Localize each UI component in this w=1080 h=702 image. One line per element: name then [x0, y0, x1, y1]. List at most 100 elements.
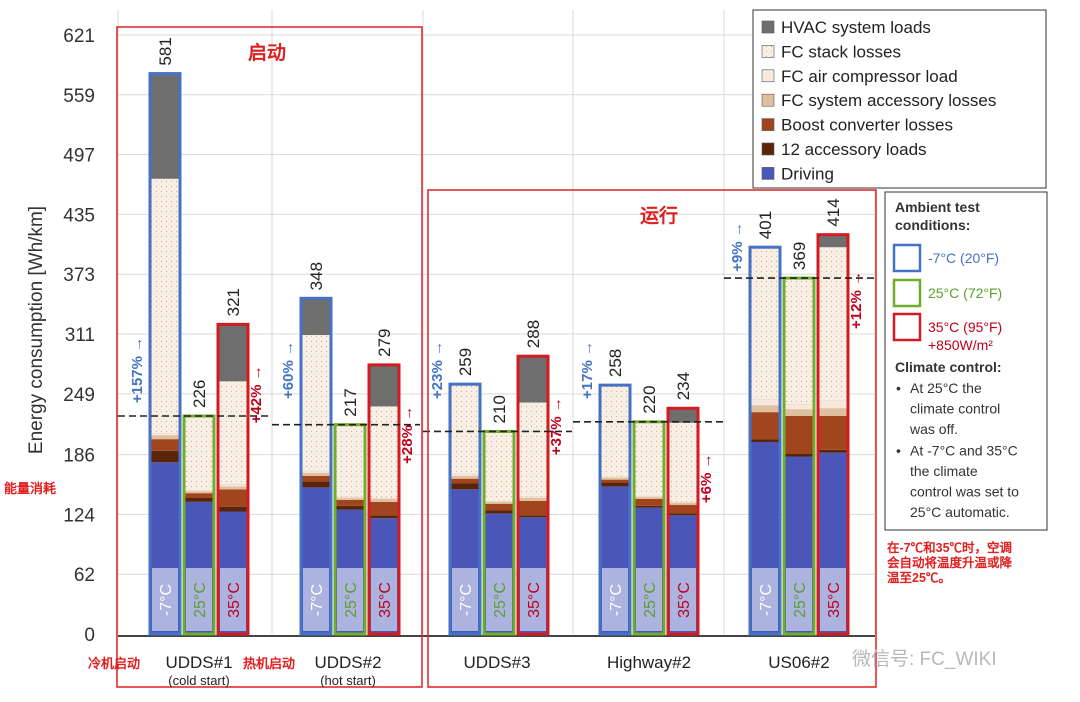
x-category-cn-label: 冷机启动	[88, 656, 140, 671]
x-category-label: UDDS#1	[165, 653, 232, 672]
bar-segment	[634, 498, 664, 506]
bar-segment	[449, 383, 481, 475]
climate-control-note: 25°C automatic.	[910, 504, 1010, 520]
bar-segment	[484, 501, 514, 504]
bullet-dot: •	[896, 443, 901, 459]
y-tick-label: 0	[84, 625, 95, 646]
bar-segment	[218, 324, 248, 382]
temp-tag-bg	[337, 568, 363, 631]
bar-segment	[369, 515, 399, 519]
bar-outline	[148, 72, 182, 636]
legend-swatch	[761, 142, 775, 156]
running-label: 运行	[640, 206, 679, 227]
percent-increase-label: +37% →	[548, 397, 565, 455]
condition-swatch	[892, 243, 922, 273]
conditions-title: conditions:	[895, 217, 970, 233]
temp-tag: -7°C	[309, 584, 326, 616]
condition-label: 25°C (72°F)	[928, 285, 1002, 301]
condition-swatch	[892, 278, 922, 308]
bar-segment	[517, 402, 549, 498]
bar-segment	[369, 364, 399, 407]
bar-segment	[600, 477, 630, 480]
bar-segment	[150, 73, 180, 179]
temp-tag: 35°C	[676, 582, 693, 618]
bar-segment	[634, 505, 664, 508]
bar-total-label: 220	[640, 385, 659, 413]
note-cn-line: 在-7℃和35℃时，空调	[887, 541, 1013, 555]
percent-increase-label: +42% →	[248, 365, 265, 423]
y-tick-label: 559	[63, 86, 95, 107]
y-tick-label: 435	[63, 205, 95, 226]
climate-control-note: climate control	[910, 401, 1000, 417]
y-tick-label: 373	[63, 265, 95, 286]
note-cn-line: 温至25℃。	[887, 571, 951, 585]
temp-tag: -7°C	[758, 584, 775, 616]
bar-total-label: 210	[490, 395, 509, 423]
legend-label: FC system accessory losses	[781, 91, 996, 110]
percent-increase-label: +17% →	[579, 341, 596, 399]
bar-segment	[667, 422, 699, 503]
bar-total-label: 401	[756, 211, 775, 239]
temp-tag-bg	[452, 568, 478, 631]
bar-total-label: 581	[156, 37, 175, 65]
temp-tag-bg	[152, 568, 178, 631]
bar-segment	[634, 497, 664, 499]
legend-swatch	[761, 167, 775, 180]
bar-total-label: 217	[341, 388, 360, 416]
y-axis-label: Energy consumption [Wh/km]	[26, 206, 47, 454]
energy-consumption-label: 能量消耗	[4, 481, 57, 496]
percent-increase-label: +28% →	[399, 406, 416, 464]
temp-tag: 25°C	[642, 582, 659, 618]
bar-segment	[483, 431, 515, 502]
bar-segment	[817, 400, 849, 409]
bar-segment	[300, 470, 332, 474]
bar-total-label: 348	[307, 262, 326, 290]
startup-label: 启动	[248, 43, 287, 64]
bar-segment	[784, 416, 814, 454]
legend-swatch	[761, 20, 775, 34]
note-cn-line: 会自动将温度升温或降	[887, 556, 1013, 570]
bar-segment	[335, 497, 365, 500]
bar-segment	[301, 472, 331, 476]
condition-label: +850W/m²	[928, 337, 993, 353]
bullet-dot: •	[896, 380, 901, 396]
bar-segment	[183, 415, 215, 491]
x-category-sublabel: (hot start)	[320, 673, 376, 688]
bar-segment	[450, 475, 480, 479]
y-tick-label: 497	[63, 146, 95, 167]
climate-control-note: At 25°C the	[910, 380, 982, 396]
climate-control-note: the climate	[910, 463, 978, 479]
percent-increase-label: +157% →	[129, 337, 146, 403]
legend-box	[752, 9, 1047, 189]
percent-increase-label: +9% →	[729, 222, 746, 272]
bar-total-label: 259	[456, 348, 475, 376]
bar-outline	[748, 245, 782, 636]
temp-tag: 25°C	[343, 582, 360, 618]
legend-label: Boost converter losses	[781, 116, 953, 135]
x-category-label: UDDS#3	[463, 653, 530, 672]
temp-tag-bg	[220, 568, 246, 631]
temp-tag: -7°C	[458, 584, 475, 616]
climate-control-note: was off.	[909, 421, 958, 437]
bar-outline	[598, 383, 632, 636]
x-category-cn-label: 热机启动	[243, 656, 295, 671]
temp-tag-bg	[602, 568, 628, 631]
bar-segment	[818, 234, 848, 248]
bar-segment	[449, 473, 481, 477]
y-tick-label: 186	[63, 446, 95, 467]
bar-segment	[368, 406, 400, 499]
bar-segment	[217, 484, 249, 487]
temp-tag: 35°C	[377, 582, 394, 618]
x-category-sublabel: (cold start)	[168, 673, 229, 688]
temp-tag: 35°C	[826, 582, 843, 618]
condition-swatch	[892, 312, 922, 342]
climate-control-note: control was set to	[910, 484, 1019, 500]
bar-segment	[750, 439, 780, 443]
temp-tag: -7°C	[158, 584, 175, 616]
bar-segment	[750, 405, 780, 413]
bar-segment	[335, 505, 365, 510]
conditions-title: Ambient test	[895, 199, 980, 215]
bar-outline	[516, 354, 550, 636]
bar-segment	[218, 489, 248, 507]
